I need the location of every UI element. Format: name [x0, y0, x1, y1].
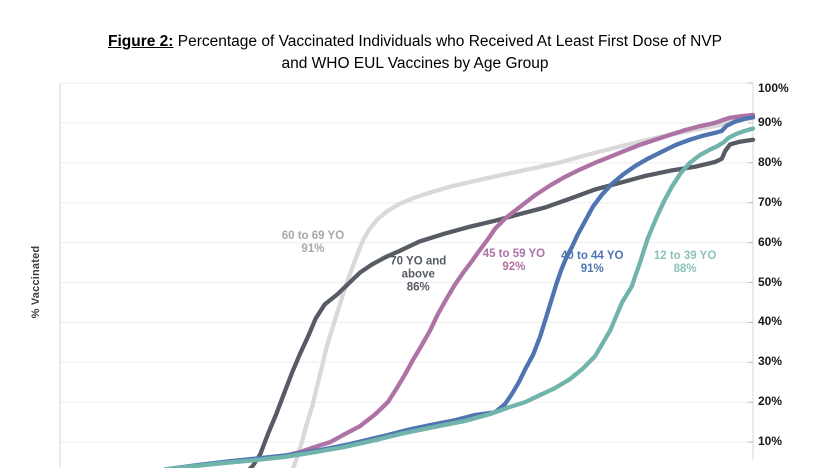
y-tick-label-100: 100%	[758, 81, 789, 95]
series-annotation-s70_plus: 70 YO and above 86%	[390, 255, 447, 294]
series-annotation-s60_69: 60 to 69 YO 91%	[281, 229, 345, 255]
series-annotation-s45_59: 45 to 59 YO 92%	[482, 247, 546, 273]
figure-title-line2: and WHO EUL Vaccines by Age Group	[281, 55, 549, 72]
y-tick-label-30: 30%	[758, 354, 783, 369]
y-tick-label-80: 80%	[758, 154, 783, 169]
series-annotation-s40_44: 40 to 44 YO 91%	[561, 249, 624, 275]
y-tick-label-70: 70%	[758, 194, 783, 209]
series-annotation-s12_39: 12 to 39 YO 88%	[653, 249, 717, 275]
figure-title: Figure 2: Percentage of Vaccinated Indiv…	[0, 31, 830, 75]
series-line-s70_plus	[247, 137, 756, 468]
y-tick-label-90: 90%	[758, 114, 783, 129]
y-tick-label-20: 20%	[758, 394, 783, 409]
y-tick-label-50: 50%	[758, 274, 783, 289]
figure-label: Figure 2:	[108, 33, 174, 50]
y-tick-label-40: 40%	[758, 314, 783, 329]
figure-title-text: Percentage of Vaccinated Individuals who…	[173, 33, 722, 50]
series-line-s45_59	[172, 112, 756, 468]
series-line-s12_39	[163, 126, 756, 468]
y-tick-label-10: 10%	[758, 434, 783, 449]
y-tick-label-60: 60%	[758, 234, 783, 249]
